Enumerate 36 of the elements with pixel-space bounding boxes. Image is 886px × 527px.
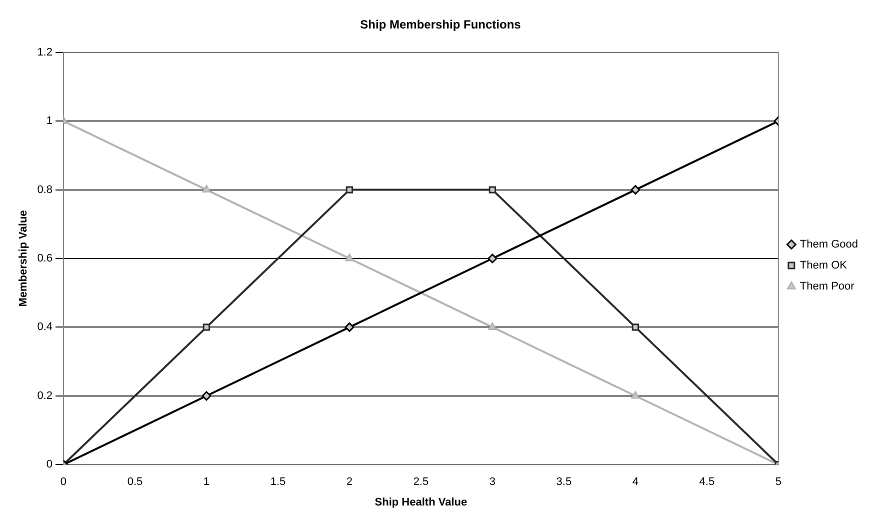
legend-label: Them OK bbox=[800, 260, 848, 272]
point bbox=[632, 324, 640, 331]
x-tick-label: 4 bbox=[632, 476, 638, 488]
chart-title: Ship Membership Functions bbox=[360, 18, 522, 32]
y-tick-label: 0 bbox=[46, 458, 52, 471]
y-tick-label: 0.2 bbox=[37, 390, 52, 402]
point bbox=[488, 322, 497, 330]
x-tick-label: 1 bbox=[203, 476, 210, 488]
point bbox=[630, 185, 640, 195]
y-tick-label: 0.8 bbox=[37, 184, 52, 196]
x-tick-label: 0.5 bbox=[127, 476, 143, 488]
x-tick-label: 1.5 bbox=[270, 476, 286, 488]
x-tick-label: 3 bbox=[489, 476, 496, 488]
point bbox=[488, 254, 498, 264]
point bbox=[202, 391, 212, 401]
point bbox=[488, 186, 496, 194]
y-tick-label: 0.4 bbox=[37, 321, 52, 334]
point bbox=[202, 185, 211, 193]
point bbox=[345, 254, 354, 262]
y-tick-label: 1.2 bbox=[37, 46, 52, 58]
legend-label: Them Good bbox=[800, 238, 858, 251]
x-tick-label: 2 bbox=[346, 476, 353, 488]
x-tick-label: 5 bbox=[775, 476, 782, 488]
x-axis-title: Ship Health Value bbox=[374, 496, 468, 508]
legend-label: Them Poor bbox=[800, 280, 855, 293]
point bbox=[346, 186, 354, 194]
point bbox=[344, 322, 354, 332]
y-tick-label: 0.6 bbox=[37, 252, 52, 265]
y-tick-label: 1 bbox=[46, 115, 52, 128]
point bbox=[631, 391, 640, 399]
x-tick-label: 4.5 bbox=[699, 476, 715, 488]
x-tick-label: 3.5 bbox=[556, 476, 572, 488]
x-tick-label: 0 bbox=[60, 476, 67, 488]
x-tick-label: 2.5 bbox=[413, 476, 429, 488]
y-axis-title: Membership Value bbox=[18, 210, 30, 307]
point bbox=[202, 324, 210, 331]
